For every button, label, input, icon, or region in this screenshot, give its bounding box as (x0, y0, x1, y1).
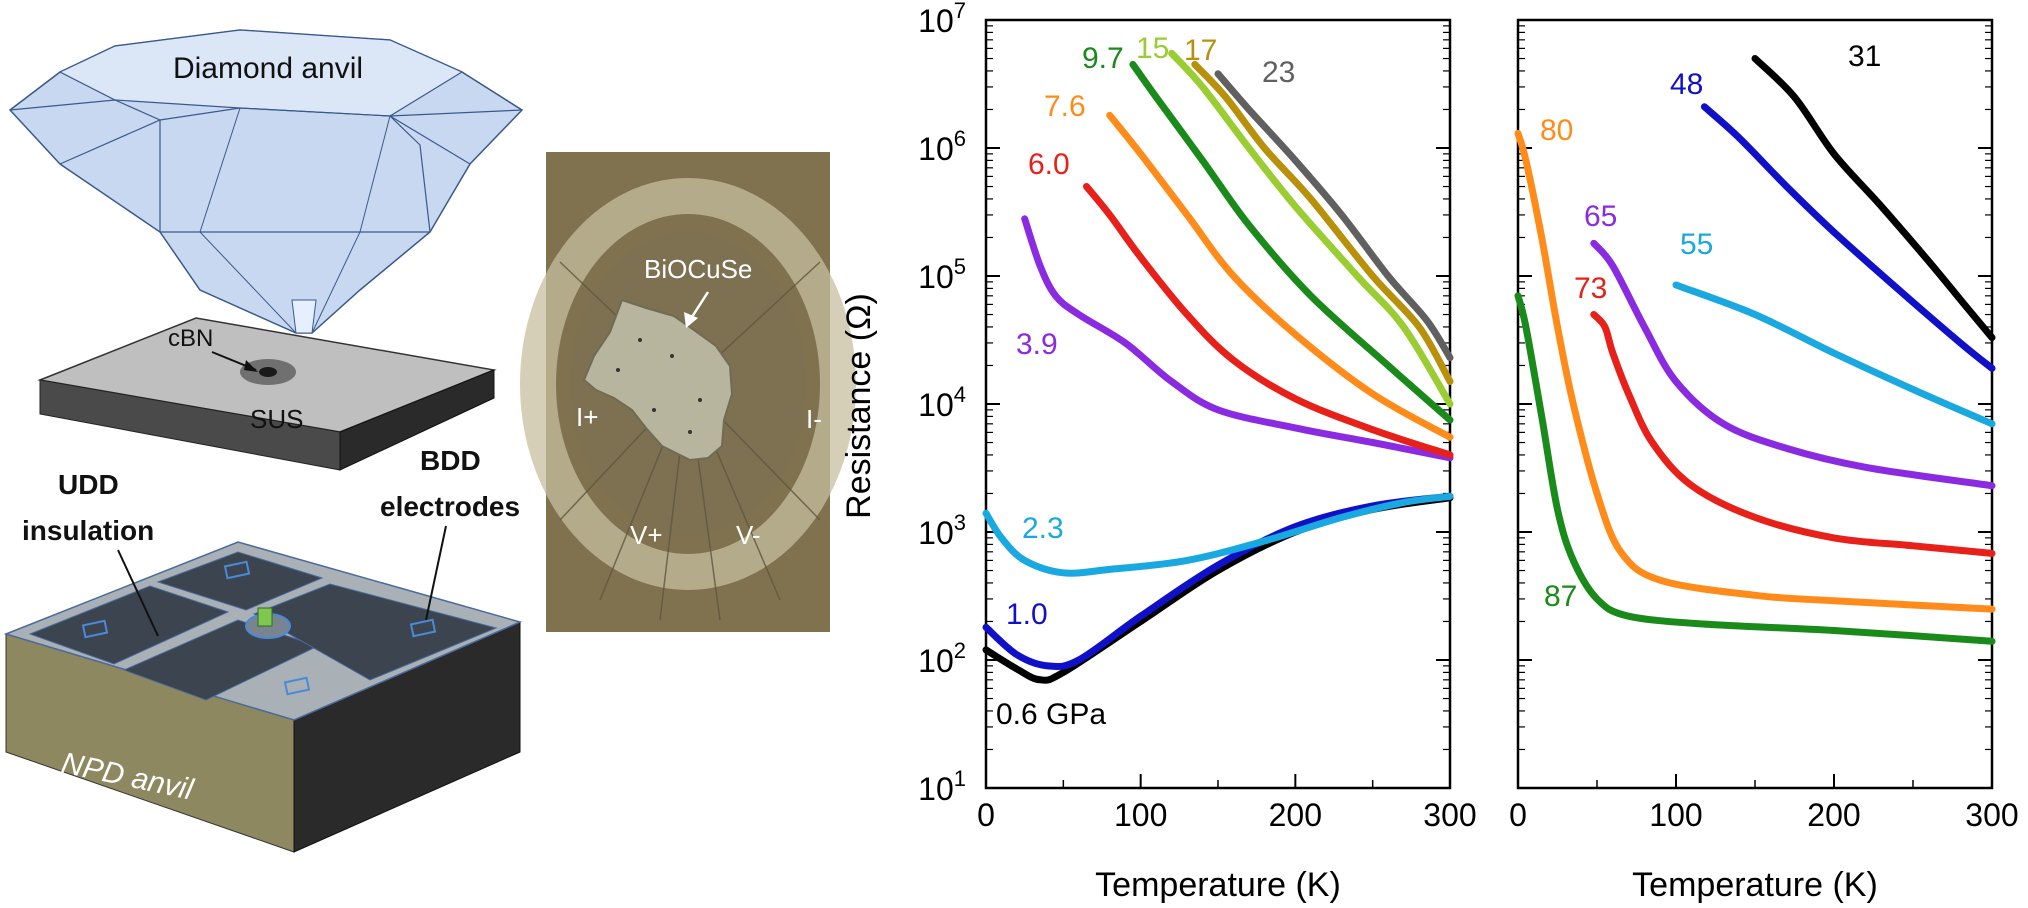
y-tick-label: 104 (918, 382, 966, 423)
x-tick-label: 100 (1114, 797, 1167, 833)
y-axis-label: Resistance (Ω) (840, 293, 878, 519)
x-tick-label: 300 (1965, 797, 2018, 833)
x-tick-label: 300 (1423, 797, 1476, 833)
x-tick-label: 0 (977, 797, 995, 833)
biocuse-arrowhead (684, 312, 698, 328)
y-tick-label: 106 (918, 126, 966, 167)
series-line-6-0 (1083, 183, 1454, 459)
series-label: 48 (1670, 68, 1703, 101)
y-tick-label: 105 (918, 254, 966, 295)
diamond-anvil-label: Diamond anvil (173, 52, 363, 85)
x-tick-label: 200 (1269, 797, 1322, 833)
bdd-label-line2: electrodes (380, 491, 520, 522)
series-label: 55 (1680, 228, 1713, 261)
x-tick-label: 0 (1509, 797, 1527, 833)
series-line-9-7 (1129, 60, 1454, 424)
series-label: 17 (1184, 34, 1217, 67)
chart-right-ticks: 0 100 200 300 (1509, 19, 2019, 833)
series-line-1-0 (982, 492, 1454, 671)
series-label: 9.7 (1082, 42, 1124, 75)
contact-i-plus: I+ (576, 402, 598, 432)
series-label: 6.0 (1028, 148, 1070, 181)
chart-left-series: 0.6 GPa 1.0 2.3 3.9 6.0 7.6 9.7 15 17 23 (982, 32, 1454, 731)
series-label: 1.0 (1006, 598, 1048, 631)
bdd-label-line1: BDD (420, 445, 481, 476)
chart-right-series: 31 48 55 65 73 80 87 (1514, 40, 1996, 645)
chart-right: 0 100 200 300 31 48 55 65 73 80 87 Temperature (K… (1509, 18, 2019, 904)
biocuse-flake (582, 298, 734, 462)
y-tick-label: 101 (918, 766, 966, 807)
npd-anvil: NPD anvil (3, 541, 523, 853)
series-line-31 (1751, 55, 1996, 342)
series-line-87 (1514, 292, 1996, 645)
udd-label-line1: UDD (58, 469, 119, 500)
biocuse-pointer (688, 291, 710, 321)
gasket-ring (520, 178, 856, 590)
series-line-3-9 (1021, 215, 1454, 462)
series-line-65 (1590, 239, 1996, 490)
schematic: Diamond anvil cBN SUS NPD anvil UDD insu… (3, 29, 524, 853)
series-line-23 (1214, 70, 1454, 362)
x-axis-label-right: Temperature (K) (1632, 866, 1878, 904)
series-label: 73 (1574, 272, 1607, 305)
series-label: 80 (1540, 114, 1573, 147)
series-label: 2.3 (1022, 512, 1064, 545)
series-line-7-6 (1106, 111, 1454, 441)
series-line-2-3 (982, 492, 1454, 577)
series-label: 15 (1136, 32, 1169, 65)
x-axis-label-left: Temperature (K) (1095, 866, 1341, 904)
chart-left: 0 100 200 300 101 102 103 104 105 106 107 0.6 GPa 1… (840, 0, 1477, 904)
contact-v-minus: V- (736, 520, 761, 550)
cbn-sample (259, 367, 277, 377)
sus-label: SUS (250, 404, 303, 434)
series-label: 65 (1584, 200, 1617, 233)
y-tick-label: 103 (918, 510, 966, 551)
series-line-73 (1590, 311, 1996, 557)
chart-left-ticks: 0 100 200 300 101 102 103 104 105 106 107 (918, 0, 1477, 833)
cbn-label: cBN (168, 325, 213, 352)
sample-photo: BiOCuSe I+ I- V+ V- (520, 152, 856, 632)
series-label: 87 (1544, 580, 1577, 613)
sample-cube (257, 607, 273, 627)
series-label: 31 (1848, 40, 1881, 73)
series-label: 0.6 GPa (996, 698, 1106, 731)
series-line-80 (1514, 129, 1996, 613)
cbn-arrowhead (244, 360, 258, 372)
chart-right-frame (1516, 18, 1994, 790)
y-tick-label: 107 (918, 0, 966, 39)
x-tick-label: 100 (1649, 797, 1702, 833)
series-label: 23 (1262, 56, 1295, 89)
series-label: 3.9 (1016, 328, 1058, 361)
series-label: 7.6 (1044, 90, 1086, 123)
series-line-48 (1700, 103, 1996, 372)
series-line-55 (1672, 281, 1996, 428)
y-tick-label: 102 (918, 638, 966, 679)
bdd-pointer (425, 525, 447, 621)
series-line-17 (1191, 60, 1454, 385)
diamond-anvil: Diamond anvil (8, 29, 524, 334)
udd-label-line2: insulation (22, 515, 154, 546)
contact-v-plus: V+ (630, 520, 663, 550)
sus-plate (37, 317, 497, 471)
udd-pointer (117, 549, 159, 637)
contact-i-minus: I- (806, 404, 822, 434)
biocuse-label: BiOCuSe (644, 254, 752, 284)
x-tick-label: 200 (1807, 797, 1860, 833)
series-line-15 (1168, 49, 1454, 408)
